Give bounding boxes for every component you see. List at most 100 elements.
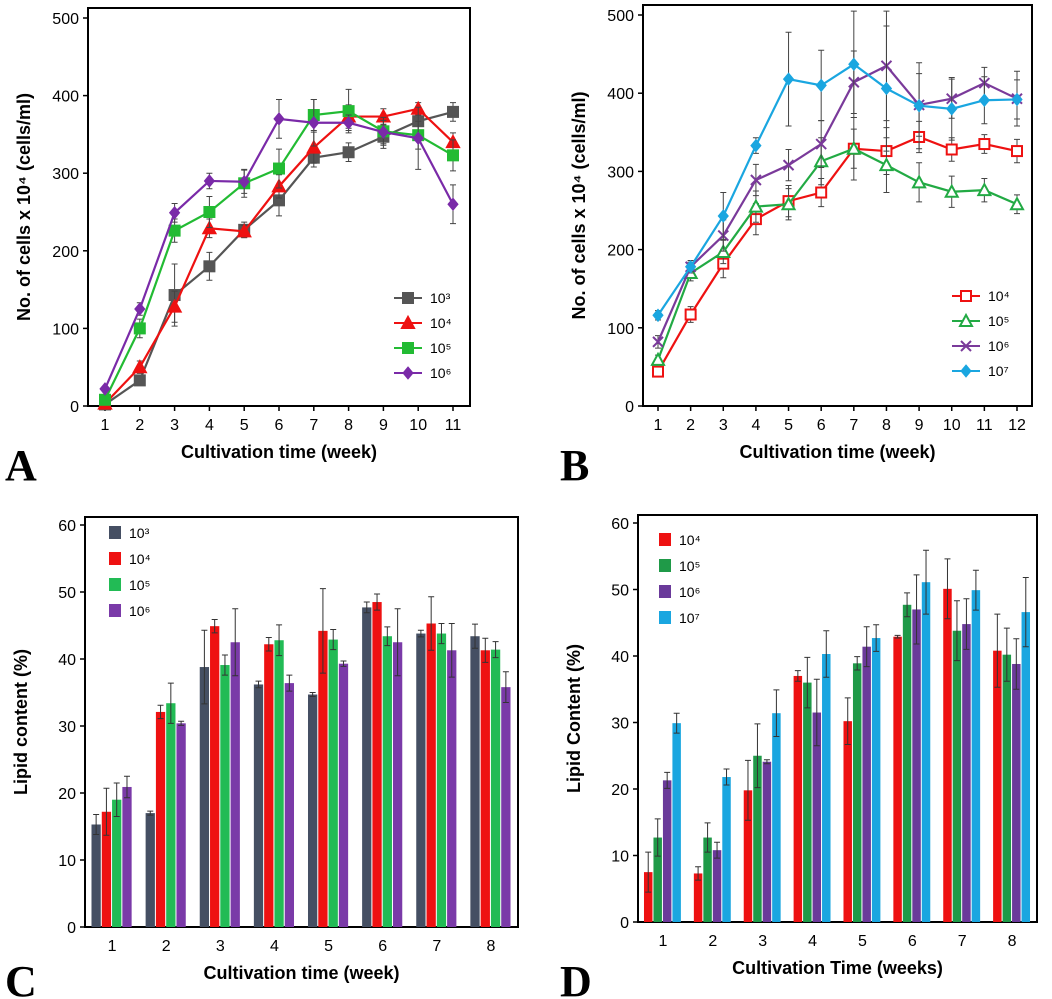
x-tick-label: 5 — [858, 933, 867, 950]
bar — [1012, 663, 1021, 922]
data-point — [946, 102, 958, 116]
data-point — [815, 78, 827, 93]
error-bar — [1022, 577, 1029, 648]
data-point — [846, 140, 862, 155]
legend-label: 10⁴ — [988, 288, 1010, 304]
bar — [1021, 612, 1031, 922]
x-tick-label: 2 — [162, 938, 171, 955]
bar — [480, 650, 490, 927]
y-tick-label: 20 — [611, 782, 629, 799]
error-bar — [103, 787, 110, 836]
series-A-1 — [97, 100, 461, 410]
series-D-1 — [653, 592, 1012, 922]
legend-entry: 10⁵ — [952, 312, 1009, 329]
bar — [703, 837, 712, 922]
bar — [490, 649, 501, 927]
error-bar — [963, 598, 970, 650]
data-point — [273, 112, 285, 126]
data-point — [978, 93, 991, 108]
legend-marker — [402, 342, 414, 354]
y-tick-label: 60 — [611, 516, 629, 533]
x-tick-label: 8 — [1008, 933, 1017, 950]
data-point — [133, 322, 146, 335]
bar — [176, 723, 186, 927]
bar — [436, 633, 447, 927]
bar — [426, 623, 436, 927]
x-tick-label: 10 — [409, 417, 427, 434]
bar — [284, 683, 295, 927]
error-bar — [482, 637, 489, 663]
data-point — [945, 143, 958, 156]
bar — [793, 675, 803, 922]
bar — [220, 665, 230, 927]
bar — [993, 650, 1002, 922]
bar — [264, 644, 274, 927]
bar — [843, 721, 852, 922]
error-bar — [374, 593, 381, 611]
bar — [743, 790, 753, 922]
data-point — [880, 81, 893, 96]
x-tick-label: 7 — [958, 933, 967, 950]
x-tick-label: 11 — [445, 417, 462, 434]
data-point — [133, 374, 146, 387]
bar — [643, 872, 653, 922]
series-line — [656, 147, 1018, 361]
bar — [392, 642, 403, 927]
error-bar — [340, 660, 347, 667]
y-tick-label: 50 — [58, 585, 76, 602]
legend-marker — [960, 290, 972, 302]
error-bar — [763, 759, 770, 765]
legend-marker — [960, 364, 972, 378]
legend-swatch — [109, 604, 121, 617]
bar — [693, 873, 703, 922]
series-line — [657, 135, 1018, 373]
x-tick-label: 8 — [344, 417, 353, 434]
panel-letter: D — [560, 957, 592, 999]
x-tick-label: 6 — [817, 417, 826, 434]
data-point — [848, 57, 860, 72]
legend-label: 10⁴ — [129, 551, 151, 567]
x-tick-label: 3 — [170, 417, 179, 434]
error-bar — [319, 588, 326, 674]
series-D-0 — [643, 558, 1002, 922]
bar — [722, 777, 731, 922]
error-bar — [211, 618, 218, 634]
series-line — [657, 62, 1018, 316]
error-bar — [773, 689, 780, 737]
y-tick-label: 40 — [58, 652, 76, 669]
bar — [253, 684, 264, 927]
y-tick-label: 10 — [58, 853, 76, 870]
y-tick-label: 200 — [52, 244, 79, 261]
error-bar — [1013, 638, 1020, 690]
error-bar — [286, 674, 293, 692]
legend-swatch — [109, 526, 121, 539]
legend-label: 10⁵ — [679, 558, 700, 574]
error-bar — [438, 622, 445, 645]
panel-letter: A — [5, 441, 37, 490]
data-point — [782, 159, 795, 171]
bar — [101, 811, 112, 927]
y-tick-label: 50 — [611, 583, 629, 600]
legend-swatch — [109, 552, 121, 565]
x-axis-label: Cultivation time (week) — [203, 963, 399, 983]
data-point — [750, 138, 762, 153]
bar — [338, 663, 349, 927]
data-point — [913, 98, 925, 113]
data-point — [377, 125, 390, 139]
legend-entry: 10⁷ — [952, 363, 1009, 379]
legend-swatch — [659, 585, 671, 598]
y-axis-label: No. of cells x 10⁴ (cells/ml) — [569, 92, 589, 320]
series-A-0 — [99, 102, 459, 411]
legend-swatch — [109, 578, 121, 591]
legend-entry: 10⁵ — [109, 577, 150, 593]
legend-entry: 10⁶ — [952, 338, 1009, 354]
error-bar — [994, 613, 1001, 688]
x-tick-label: 6 — [908, 933, 917, 950]
plot-frame — [84, 516, 519, 928]
legend-label: 10⁶ — [679, 584, 700, 600]
data-point — [652, 308, 664, 323]
y-axis-label: Lipid Content (%) — [564, 644, 584, 793]
legend-label: 10⁵ — [129, 577, 150, 593]
error-bar — [854, 656, 861, 671]
data-point — [342, 146, 355, 159]
